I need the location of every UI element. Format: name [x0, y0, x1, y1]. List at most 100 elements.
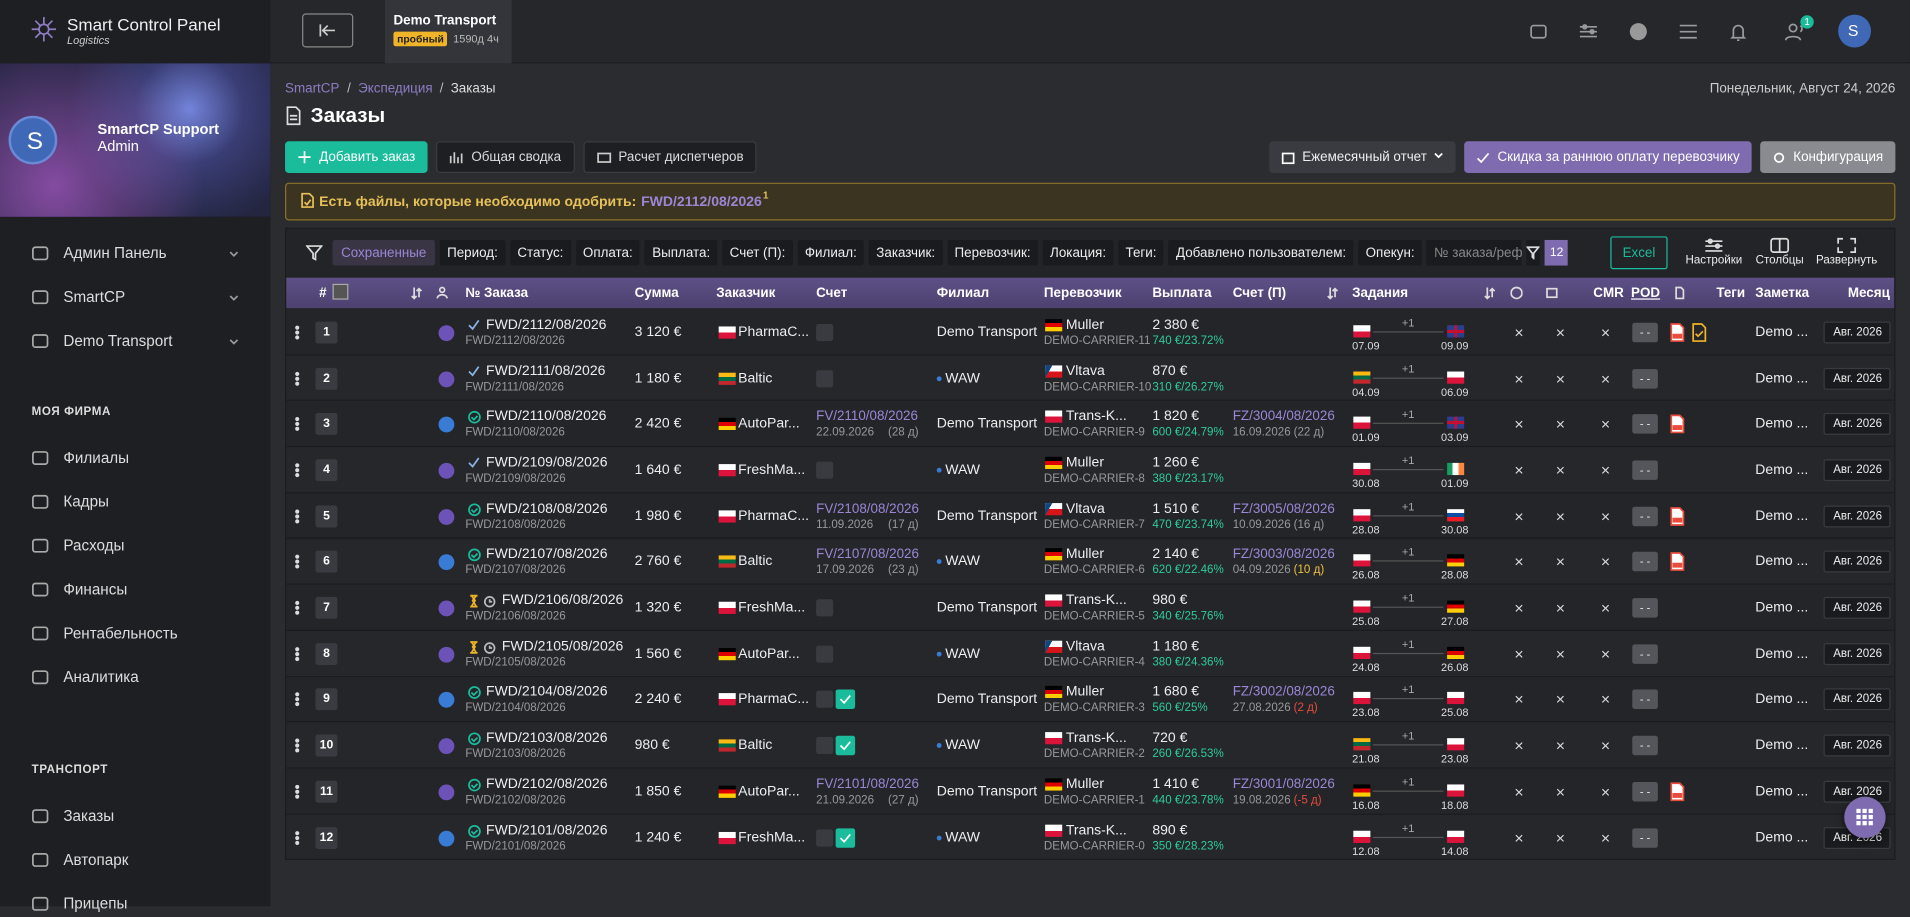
action-button[interactable]: Конфигурация — [1760, 141, 1896, 173]
client-name[interactable]: PharmaC... — [738, 692, 810, 708]
filter-chip[interactable]: Счет (П): — [722, 239, 793, 266]
carrier-name[interactable]: Vltava — [1065, 501, 1105, 517]
client-name[interactable]: FreshMa... — [738, 600, 806, 616]
order-number[interactable]: FWD/2103/08/2026 — [486, 731, 608, 746]
menu-item[interactable]: Аналитика — [63, 668, 139, 686]
tool-label[interactable]: Столбцы — [1755, 253, 1804, 268]
client-name[interactable]: AutoPar... — [738, 646, 800, 662]
invoice-number[interactable]: FV/2108/08/2026 — [816, 501, 919, 517]
filter-apply[interactable] — [1526, 239, 1541, 266]
filter-chip[interactable]: Статус: — [510, 239, 571, 266]
invoice-number[interactable]: FV/2107/08/2026 — [816, 547, 919, 562]
topbar-icon[interactable] — [1784, 21, 1807, 47]
carrier-name[interactable]: Trans-K... — [1065, 731, 1127, 746]
breadcrumb-item[interactable]: Экспедиция — [358, 81, 433, 97]
carrier-name[interactable]: Muller — [1065, 776, 1104, 792]
topbar-icon[interactable] — [1577, 21, 1599, 47]
order-number[interactable]: FWD/2110/08/2026 — [486, 409, 607, 425]
filter-chip[interactable]: Период: — [439, 239, 506, 266]
carrier-name[interactable]: Muller — [1065, 547, 1104, 562]
menu-item[interactable]: Прицепы — [63, 895, 128, 913]
client-name[interactable]: Baltic — [738, 370, 773, 386]
column-header[interactable]: Сумма — [634, 286, 679, 301]
client-name[interactable]: FreshMa... — [738, 830, 806, 845]
action-button[interactable]: Скидка за раннюю оплату перевозчику — [1464, 141, 1752, 173]
user-avatar[interactable]: S — [1838, 14, 1872, 48]
filter-chip[interactable]: Перевозчик: — [947, 239, 1038, 266]
carrier-name[interactable]: Vltava — [1065, 639, 1105, 654]
order-number[interactable]: FWD/2102/08/2026 — [486, 776, 608, 792]
order-number[interactable]: FWD/2106/08/2026 — [501, 593, 624, 608]
menu-item[interactable]: Админ Панель — [63, 244, 167, 262]
column-header[interactable]: Счет — [816, 286, 848, 301]
order-number[interactable]: FWD/2112/08/2026 — [486, 317, 607, 333]
client-name[interactable]: PharmaC... — [738, 325, 810, 340]
carrier-invoice[interactable]: FZ/3005/08/2026 — [1232, 501, 1335, 517]
excel-button[interactable]: Excel — [1610, 236, 1668, 270]
client-name[interactable]: Baltic — [738, 738, 773, 753]
menu-item[interactable]: Кадры — [63, 493, 109, 511]
filter-chip[interactable]: Заказчик: — [868, 239, 943, 266]
carrier-name[interactable]: Vltava — [1065, 363, 1105, 379]
column-header[interactable]: № Заказа — [465, 286, 529, 301]
filter-chip[interactable]: Оплата: — [575, 239, 641, 266]
column-header[interactable]: Теги — [1716, 286, 1746, 301]
client-name[interactable]: Baltic — [738, 554, 773, 570]
alert-link[interactable]: FWD/2112/08/2026 — [641, 194, 762, 209]
column-header[interactable]: POD — [1631, 286, 1661, 301]
action-button[interactable]: Ежемесячный отчет — [1269, 141, 1457, 173]
column-header[interactable]: CMR — [1593, 286, 1624, 301]
column-header[interactable]: Месяц — [1847, 286, 1890, 301]
client-name[interactable]: AutoPar... — [738, 416, 800, 432]
carrier-invoice[interactable]: FZ/3002/08/2026 — [1232, 685, 1335, 700]
topbar-icon[interactable] — [1627, 21, 1649, 47]
client-name[interactable]: AutoPar... — [738, 784, 800, 799]
menu-item[interactable]: Расходы — [63, 537, 125, 555]
menu-item[interactable]: Финансы — [63, 581, 128, 599]
column-header[interactable]: Счет (П) — [1232, 286, 1287, 301]
order-number[interactable]: FWD/2107/08/2026 — [486, 547, 608, 562]
menu-item[interactable]: Рентабельность — [63, 624, 178, 642]
order-number[interactable]: FWD/2109/08/2026 — [486, 455, 608, 471]
filter-chip[interactable]: Теги: — [1118, 239, 1164, 266]
apps-button[interactable] — [1844, 796, 1886, 839]
breadcrumb-item[interactable]: SmartCP — [285, 81, 340, 97]
carrier-name[interactable]: Trans-K... — [1065, 593, 1127, 608]
tool-label[interactable]: Настройки — [1685, 253, 1743, 268]
filter-chip[interactable]: Локация: — [1042, 239, 1114, 266]
filter-chip[interactable]: Выплата: — [644, 239, 718, 266]
column-header[interactable]: Филиал — [936, 286, 990, 301]
carrier-name[interactable]: Trans-K... — [1065, 409, 1127, 425]
order-number[interactable]: FWD/2104/08/2026 — [486, 685, 608, 700]
invoice-number[interactable]: FV/2110/08/2026 — [816, 409, 918, 425]
menu-item[interactable]: Филиалы — [63, 449, 130, 467]
tool-label[interactable]: Развернуть — [1815, 253, 1878, 268]
menu-item[interactable]: Заказы — [63, 807, 115, 825]
topbar-icon[interactable] — [1727, 21, 1749, 47]
carrier-name[interactable]: Muller — [1065, 685, 1104, 700]
client-name[interactable]: PharmaC... — [738, 508, 810, 524]
column-header[interactable]: Выплата — [1152, 286, 1212, 301]
menu-item[interactable]: SmartCP — [63, 288, 126, 306]
action-button[interactable]: Добавить заказ — [285, 141, 428, 173]
order-number[interactable]: FWD/2101/08/2026 — [486, 822, 608, 838]
carrier-name[interactable]: Muller — [1065, 455, 1104, 471]
column-header[interactable]: Задания — [1352, 286, 1409, 301]
column-header[interactable]: Заказчик — [716, 286, 776, 301]
action-button[interactable]: Общая сводка — [436, 141, 575, 173]
back-button[interactable] — [302, 13, 354, 48]
topbar-icon[interactable] — [1528, 21, 1550, 47]
order-number[interactable]: FWD/2105/08/2026 — [501, 639, 624, 654]
client-name[interactable]: FreshMa... — [738, 462, 806, 478]
filter-chip[interactable]: Добавлено пользователем: — [1168, 239, 1354, 266]
menu-item[interactable]: Автопарк — [63, 851, 129, 869]
column-header[interactable]: # — [319, 286, 327, 301]
column-header[interactable]: Заметка — [1755, 286, 1810, 301]
carrier-invoice[interactable]: FZ/3004/08/2026 — [1232, 409, 1335, 425]
column-header[interactable]: Перевозчик — [1043, 286, 1122, 301]
order-number[interactable]: FWD/2111/08/2026 — [486, 363, 606, 379]
menu-item[interactable]: Demo Transport — [63, 332, 173, 350]
carrier-name[interactable]: Muller — [1065, 317, 1104, 333]
carrier-invoice[interactable]: FZ/3003/08/2026 — [1232, 547, 1335, 562]
search-input[interactable]: № заказа/реф — [1426, 239, 1523, 266]
